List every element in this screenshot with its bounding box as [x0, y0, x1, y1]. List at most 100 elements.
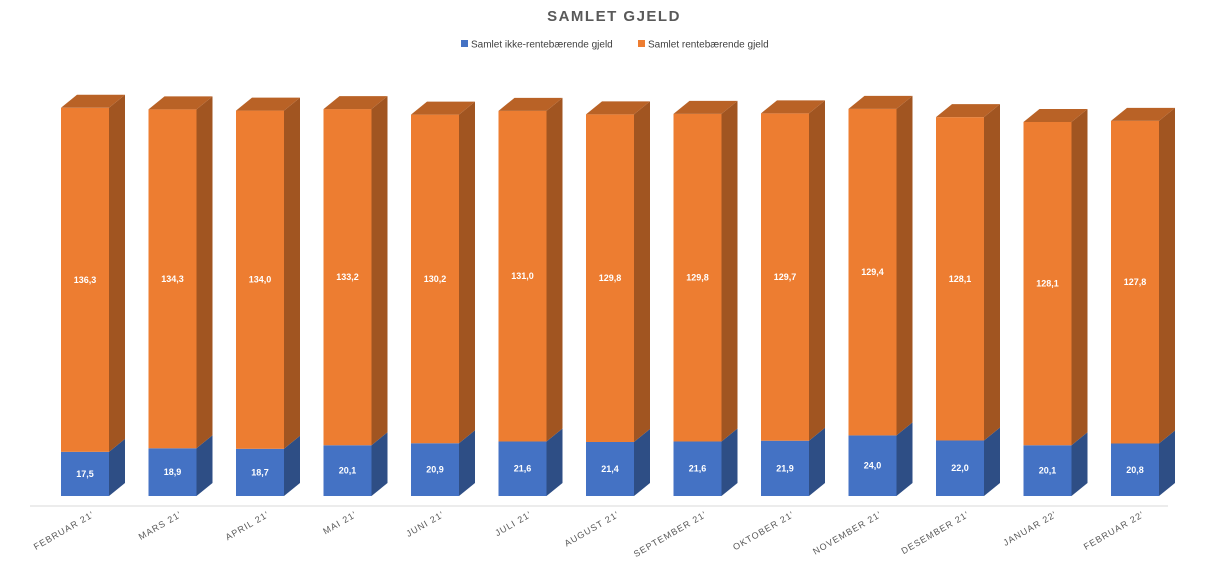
data-label: 20,9	[426, 465, 444, 475]
bar-segment-ikke-rentebaerende-side	[196, 435, 213, 496]
data-label: 21,6	[689, 464, 707, 474]
data-label: 18,9	[164, 467, 182, 477]
bar-segment-ikke-rentebaerende-side	[109, 438, 125, 496]
bar-top-face	[148, 96, 213, 110]
bar-top-face	[236, 97, 300, 111]
data-label: 22,0	[951, 463, 969, 473]
data-label: 129,8	[686, 273, 709, 283]
bars-group: 17,5 136,3 18,9 134,3 18,7 134,0 20,1 133,2 20,9…	[61, 94, 1175, 496]
data-label: 136,3	[74, 275, 97, 285]
bar-segment-rentebaerende	[411, 114, 459, 444]
bar-group: 18,7 134,0	[236, 97, 300, 496]
bar-segment-rentebaerende-side	[109, 94, 125, 452]
bar-group: 20,1 133,2	[323, 96, 388, 496]
bar-segment-rentebaerende-side	[1159, 107, 1175, 444]
x-tick-label: MAI 21'	[321, 509, 358, 536]
bar-segment-rentebaerende	[148, 109, 197, 449]
legend-swatch-ikke-rentebaerende	[461, 40, 468, 47]
data-label: 131,0	[511, 271, 534, 281]
bar-segment-rentebaerende	[761, 113, 809, 441]
bar-segment-rentebaerende	[848, 108, 897, 436]
bar-segment-rentebaerende-side	[196, 96, 213, 449]
bar-top-face	[936, 104, 1000, 118]
bar-segment-ikke-rentebaerende-side	[1159, 430, 1175, 496]
x-tick-label: DESEMBER 21'	[900, 509, 971, 556]
bar-group: 21,9 129,7	[761, 100, 825, 496]
x-tick-label: JANUAR 22'	[1001, 509, 1058, 548]
bar-top-face	[761, 100, 825, 114]
bar-group: 18,9 134,3	[148, 96, 213, 496]
bar-top-face	[586, 101, 650, 115]
legend-label-ikke-rentebaerende: Samlet ikke-rentebærende gjeld	[471, 40, 613, 51]
bar-segment-rentebaerende	[498, 110, 547, 442]
bar-segment-rentebaerende	[323, 109, 372, 446]
bar-segment-rentebaerende	[1023, 121, 1072, 446]
legend-label-rentebaerende: Samlet rentebærende gjeld	[648, 40, 769, 51]
bar-top-face	[411, 101, 475, 115]
x-tick-labels: FEBRUAR 21' MARS 21' APRIL 21' MAI 21' JUNI …	[32, 509, 1146, 559]
bar-segment-rentebaerende-side	[1071, 108, 1088, 446]
x-tick-label: MARS 21'	[137, 509, 184, 542]
bar-segment-ikke-rentebaerende	[61, 451, 109, 496]
legend: Samlet ikke-rentebærende gjeld Samlet re…	[461, 40, 769, 51]
data-label: 21,4	[601, 464, 619, 474]
bar-segment-ikke-rentebaerende-side	[284, 435, 300, 496]
bar-segment-ikke-rentebaerende-side	[371, 432, 388, 496]
data-label: 18,7	[251, 467, 269, 477]
bar-segment-rentebaerende	[586, 114, 634, 442]
data-label: 130,2	[424, 274, 447, 284]
bar-segment-ikke-rentebaerende-side	[984, 427, 1000, 496]
bar-segment-rentebaerende	[61, 107, 109, 452]
data-label: 20,8	[1126, 465, 1144, 475]
data-label: 134,0	[249, 275, 272, 285]
bar-segment-rentebaerende	[936, 117, 984, 441]
bar-segment-ikke-rentebaerende	[498, 441, 547, 496]
bar-segment-ikke-rentebaerende-side	[809, 427, 825, 496]
bar-top-face	[848, 95, 913, 109]
bar-segment-ikke-rentebaerende-side	[721, 428, 738, 496]
chart-title: SAMLET GJELD	[547, 8, 681, 25]
x-tick-label: SEPTEMBER 21'	[632, 509, 709, 559]
bar-group: 20,1 128,1	[1023, 108, 1088, 496]
bar-segment-rentebaerende-side	[896, 95, 913, 436]
bar-top-face	[1111, 107, 1175, 121]
bar-group: 21,6 131,0	[498, 97, 563, 496]
bar-group: 21,6 129,8	[673, 100, 738, 496]
bar-top-face	[1023, 108, 1088, 122]
bar-group: 24,0 129,4	[848, 95, 913, 496]
data-label: 128,1	[949, 274, 972, 284]
bar-segment-ikke-rentebaerende	[323, 445, 372, 496]
bar-top-face	[673, 100, 738, 114]
bar-segment-ikke-rentebaerende	[1023, 445, 1072, 496]
data-label: 129,8	[599, 273, 622, 283]
bar-group: 21,4 129,8	[586, 101, 650, 496]
x-tick-label: FEBRUAR 21'	[32, 509, 96, 552]
bar-segment-ikke-rentebaerende	[848, 435, 897, 496]
bar-top-face	[498, 97, 563, 111]
x-tick-label: JUNI 21'	[404, 509, 446, 539]
x-tick-label: JULI 21'	[493, 509, 533, 538]
bar-segment-ikke-rentebaerende	[411, 443, 459, 496]
bar-segment-rentebaerende-side	[546, 97, 563, 442]
x-tick-label: NOVEMBER 21'	[811, 509, 883, 557]
x-tick-label: APRIL 21'	[224, 509, 271, 542]
legend-swatch-rentebaerende	[638, 40, 645, 47]
bar-segment-rentebaerende-side	[721, 100, 738, 442]
bar-segment-ikke-rentebaerende-side	[1071, 432, 1088, 496]
bar-segment-rentebaerende	[1111, 120, 1159, 444]
bar-top-face	[323, 96, 388, 110]
bar-segment-ikke-rentebaerende	[148, 448, 197, 496]
data-label: 17,5	[76, 469, 94, 479]
bar-segment-ikke-rentebaerende-side	[459, 430, 475, 496]
data-label: 129,4	[861, 267, 884, 277]
data-label: 129,7	[774, 272, 797, 282]
bar-group: 20,8 127,8	[1111, 107, 1175, 496]
bar-segment-ikke-rentebaerende	[673, 441, 722, 496]
bar-segment-ikke-rentebaerende	[236, 448, 284, 496]
bar-segment-rentebaerende-side	[809, 100, 825, 441]
data-label: 127,8	[1124, 277, 1147, 287]
bar-segment-rentebaerende-side	[371, 96, 388, 446]
bar-segment-ikke-rentebaerende-side	[896, 422, 913, 496]
bar-segment-ikke-rentebaerende-side	[546, 428, 563, 496]
